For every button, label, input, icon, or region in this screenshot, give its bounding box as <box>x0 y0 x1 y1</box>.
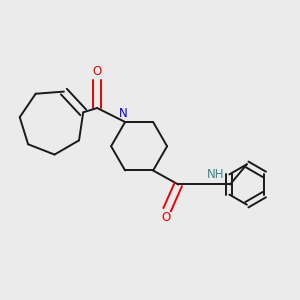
Text: N: N <box>119 106 128 119</box>
Text: O: O <box>92 64 102 77</box>
Text: O: O <box>161 211 170 224</box>
Text: NH: NH <box>207 168 224 181</box>
